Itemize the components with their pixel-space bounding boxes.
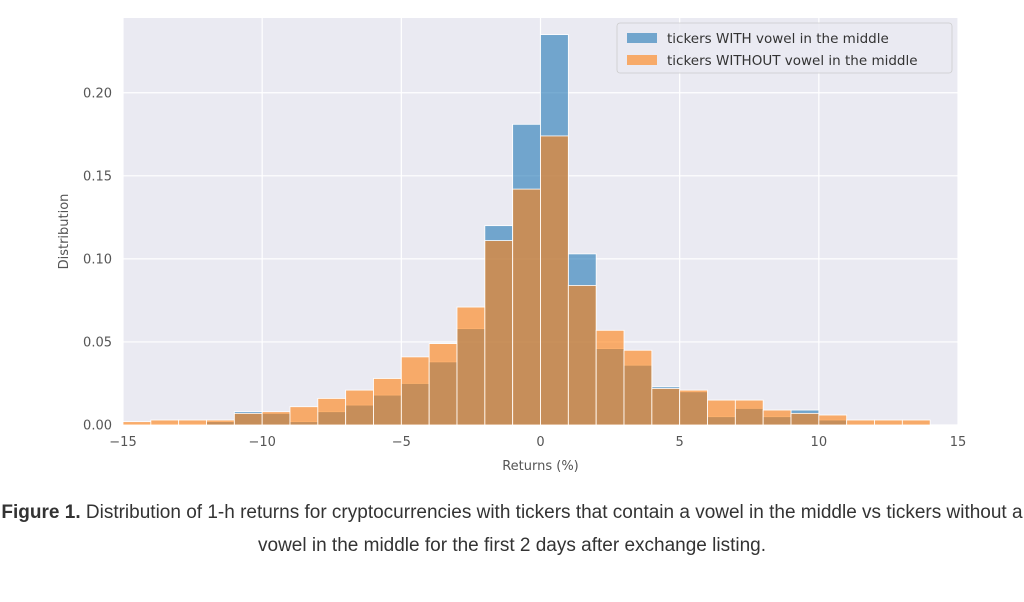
x-tick-label: 5 [676, 435, 684, 450]
legend: tickers WITH vowel in the middle tickers … [616, 22, 953, 74]
y-tick-label: 0.15 [83, 169, 112, 184]
bar-series-2 [150, 419, 180, 426]
legend-label: tickers WITH vowel in the middle [667, 31, 889, 47]
x-tick-label: 10 [811, 435, 828, 450]
y-tick-label: 0.00 [83, 419, 112, 434]
legend-label: tickers WITHOUT vowel in the middle [667, 53, 918, 69]
figure-caption: Figure 1. Distribution of 1-h returns fo… [0, 496, 1024, 562]
y-tick-label: 0.05 [83, 335, 112, 350]
y-axis-ticks: 0.00 0.05 0.10 0.15 0.20 [83, 86, 112, 433]
bar-series-2 [317, 398, 347, 426]
bar-series-2 [734, 399, 764, 426]
figure-caption-label: Figure 1. [1, 502, 81, 523]
bar-series-2 [345, 389, 374, 426]
bar-series-2 [679, 389, 708, 426]
legend-swatch [627, 55, 657, 65]
histogram-chart: −15 −10 −5 0 5 10 15 0.00 0.05 0.10 0.15 0.20 Retu… [57, 18, 966, 474]
bar-series-2 [122, 421, 152, 426]
bar-series-2 [373, 378, 402, 426]
x-tick-label: −10 [248, 435, 275, 450]
bar-series-2 [484, 240, 514, 426]
bar-series-2 [512, 188, 541, 426]
bar-series-2 [874, 419, 903, 426]
bar-series-2 [790, 412, 820, 426]
bar-series-2 [901, 419, 931, 426]
y-tick-label: 0.10 [83, 252, 112, 267]
legend-swatch [627, 33, 657, 43]
x-axis-label: Returns (%) [502, 459, 579, 474]
bar-series-2 [261, 411, 291, 426]
bar-series-2 [623, 349, 653, 426]
histogram-bars [122, 34, 931, 426]
bar-series-2 [206, 419, 235, 426]
bar-series-2 [540, 135, 569, 426]
bar-series-2 [818, 414, 848, 426]
x-tick-label: −5 [392, 435, 411, 450]
y-axis-label: Distribution [57, 194, 72, 270]
bar-series-2 [289, 406, 319, 426]
x-tick-label: 0 [536, 435, 544, 450]
bar-series-2 [762, 409, 792, 426]
bar-series-2 [178, 419, 207, 426]
bar-series-2 [400, 356, 430, 426]
bar-series-2 [233, 412, 263, 426]
bar-series-2 [428, 343, 458, 426]
bar-series-2 [456, 306, 486, 426]
x-axis-ticks: −15 −10 −5 0 5 10 15 [109, 435, 966, 450]
bar-series-2 [651, 388, 681, 426]
bar-series-2 [707, 399, 736, 426]
figure-caption-text: Distribution of 1-h returns for cryptocu… [80, 502, 1023, 556]
bar-series-2 [846, 419, 875, 426]
x-tick-label: 15 [950, 435, 967, 450]
x-tick-label: −15 [109, 435, 136, 450]
bar-series-2 [595, 329, 625, 426]
bar-series-2 [567, 285, 597, 426]
legend-box [616, 22, 953, 74]
y-tick-label: 0.20 [83, 86, 112, 101]
